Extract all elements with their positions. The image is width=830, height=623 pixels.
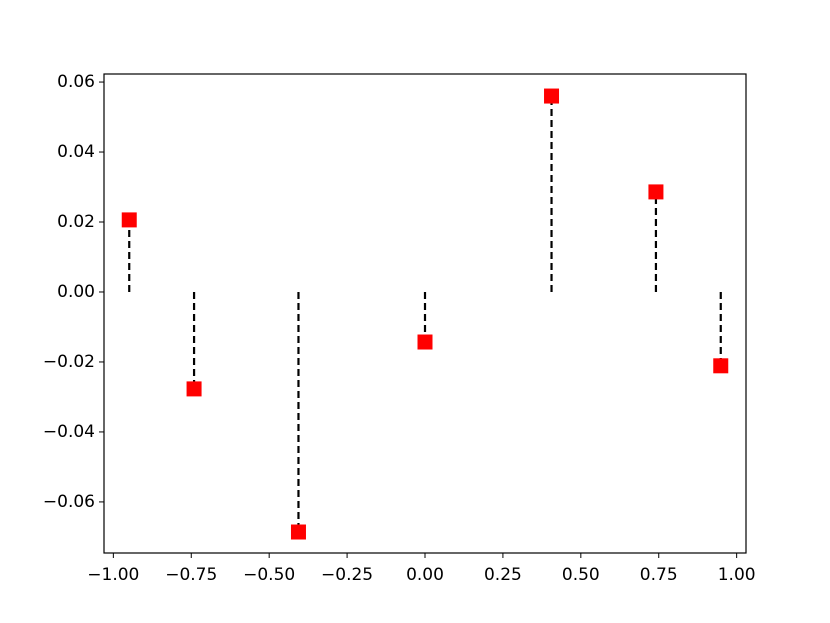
x-tick-label: −0.75 — [165, 565, 217, 585]
y-tick-label: 0.06 — [57, 72, 95, 92]
y-tick-label: 0.02 — [57, 212, 95, 232]
x-tick-label: 0.50 — [562, 565, 600, 585]
marker — [417, 334, 433, 350]
plot-frame — [103, 73, 747, 554]
x-tick-label: 0.25 — [484, 565, 522, 585]
y-tick-label: −0.06 — [43, 492, 95, 512]
y-tick-label: −0.04 — [43, 422, 95, 442]
x-tick-label: 1.00 — [718, 565, 756, 585]
marker — [186, 381, 202, 397]
x-tick-label: −0.50 — [243, 565, 295, 585]
marker — [544, 88, 560, 104]
marker — [713, 358, 729, 374]
x-tick-label: −1.00 — [87, 565, 139, 585]
y-tick-label: 0.00 — [57, 282, 95, 302]
x-tick-label: 0.00 — [406, 565, 444, 585]
y-tick-label: −0.02 — [43, 352, 95, 372]
marker — [290, 524, 306, 540]
marker — [121, 212, 137, 228]
x-tick-label: −0.25 — [321, 565, 373, 585]
marker — [648, 184, 664, 200]
x-tick-label: 0.75 — [640, 565, 678, 585]
y-tick-label: 0.04 — [57, 142, 95, 162]
